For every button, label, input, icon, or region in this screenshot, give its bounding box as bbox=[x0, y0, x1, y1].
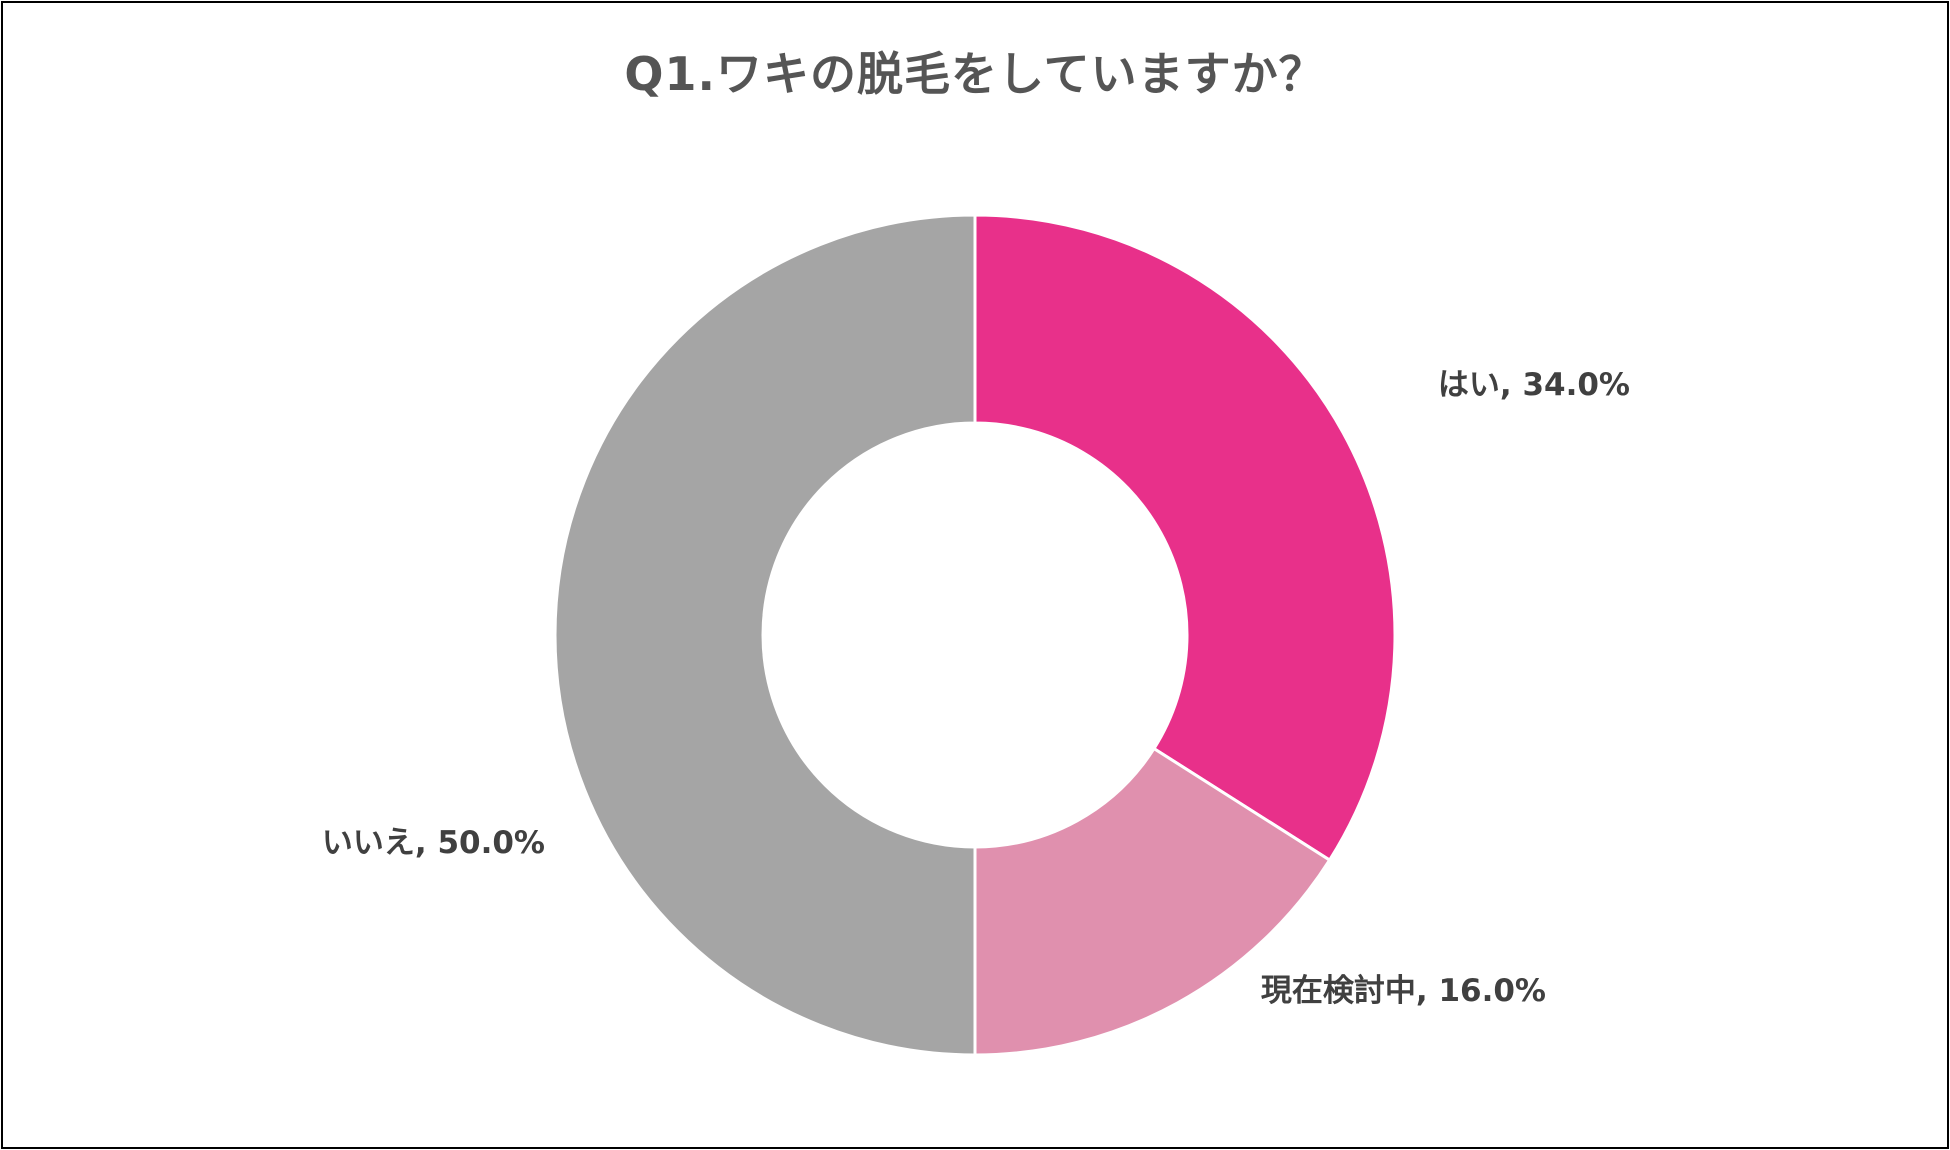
slice-2 bbox=[973, 746, 1332, 1057]
slice-label-2: 現在検討中, 16.0% bbox=[1261, 973, 1546, 1009]
slice-1 bbox=[973, 213, 1397, 863]
slice-label-3: いいえ, 50.0% bbox=[322, 825, 545, 861]
slice-label-1: はい, 34.0% bbox=[1438, 367, 1630, 403]
slice-3 bbox=[553, 213, 977, 1057]
chart-title: Q1.ワキの脱毛をしていますか？ bbox=[624, 47, 1326, 101]
